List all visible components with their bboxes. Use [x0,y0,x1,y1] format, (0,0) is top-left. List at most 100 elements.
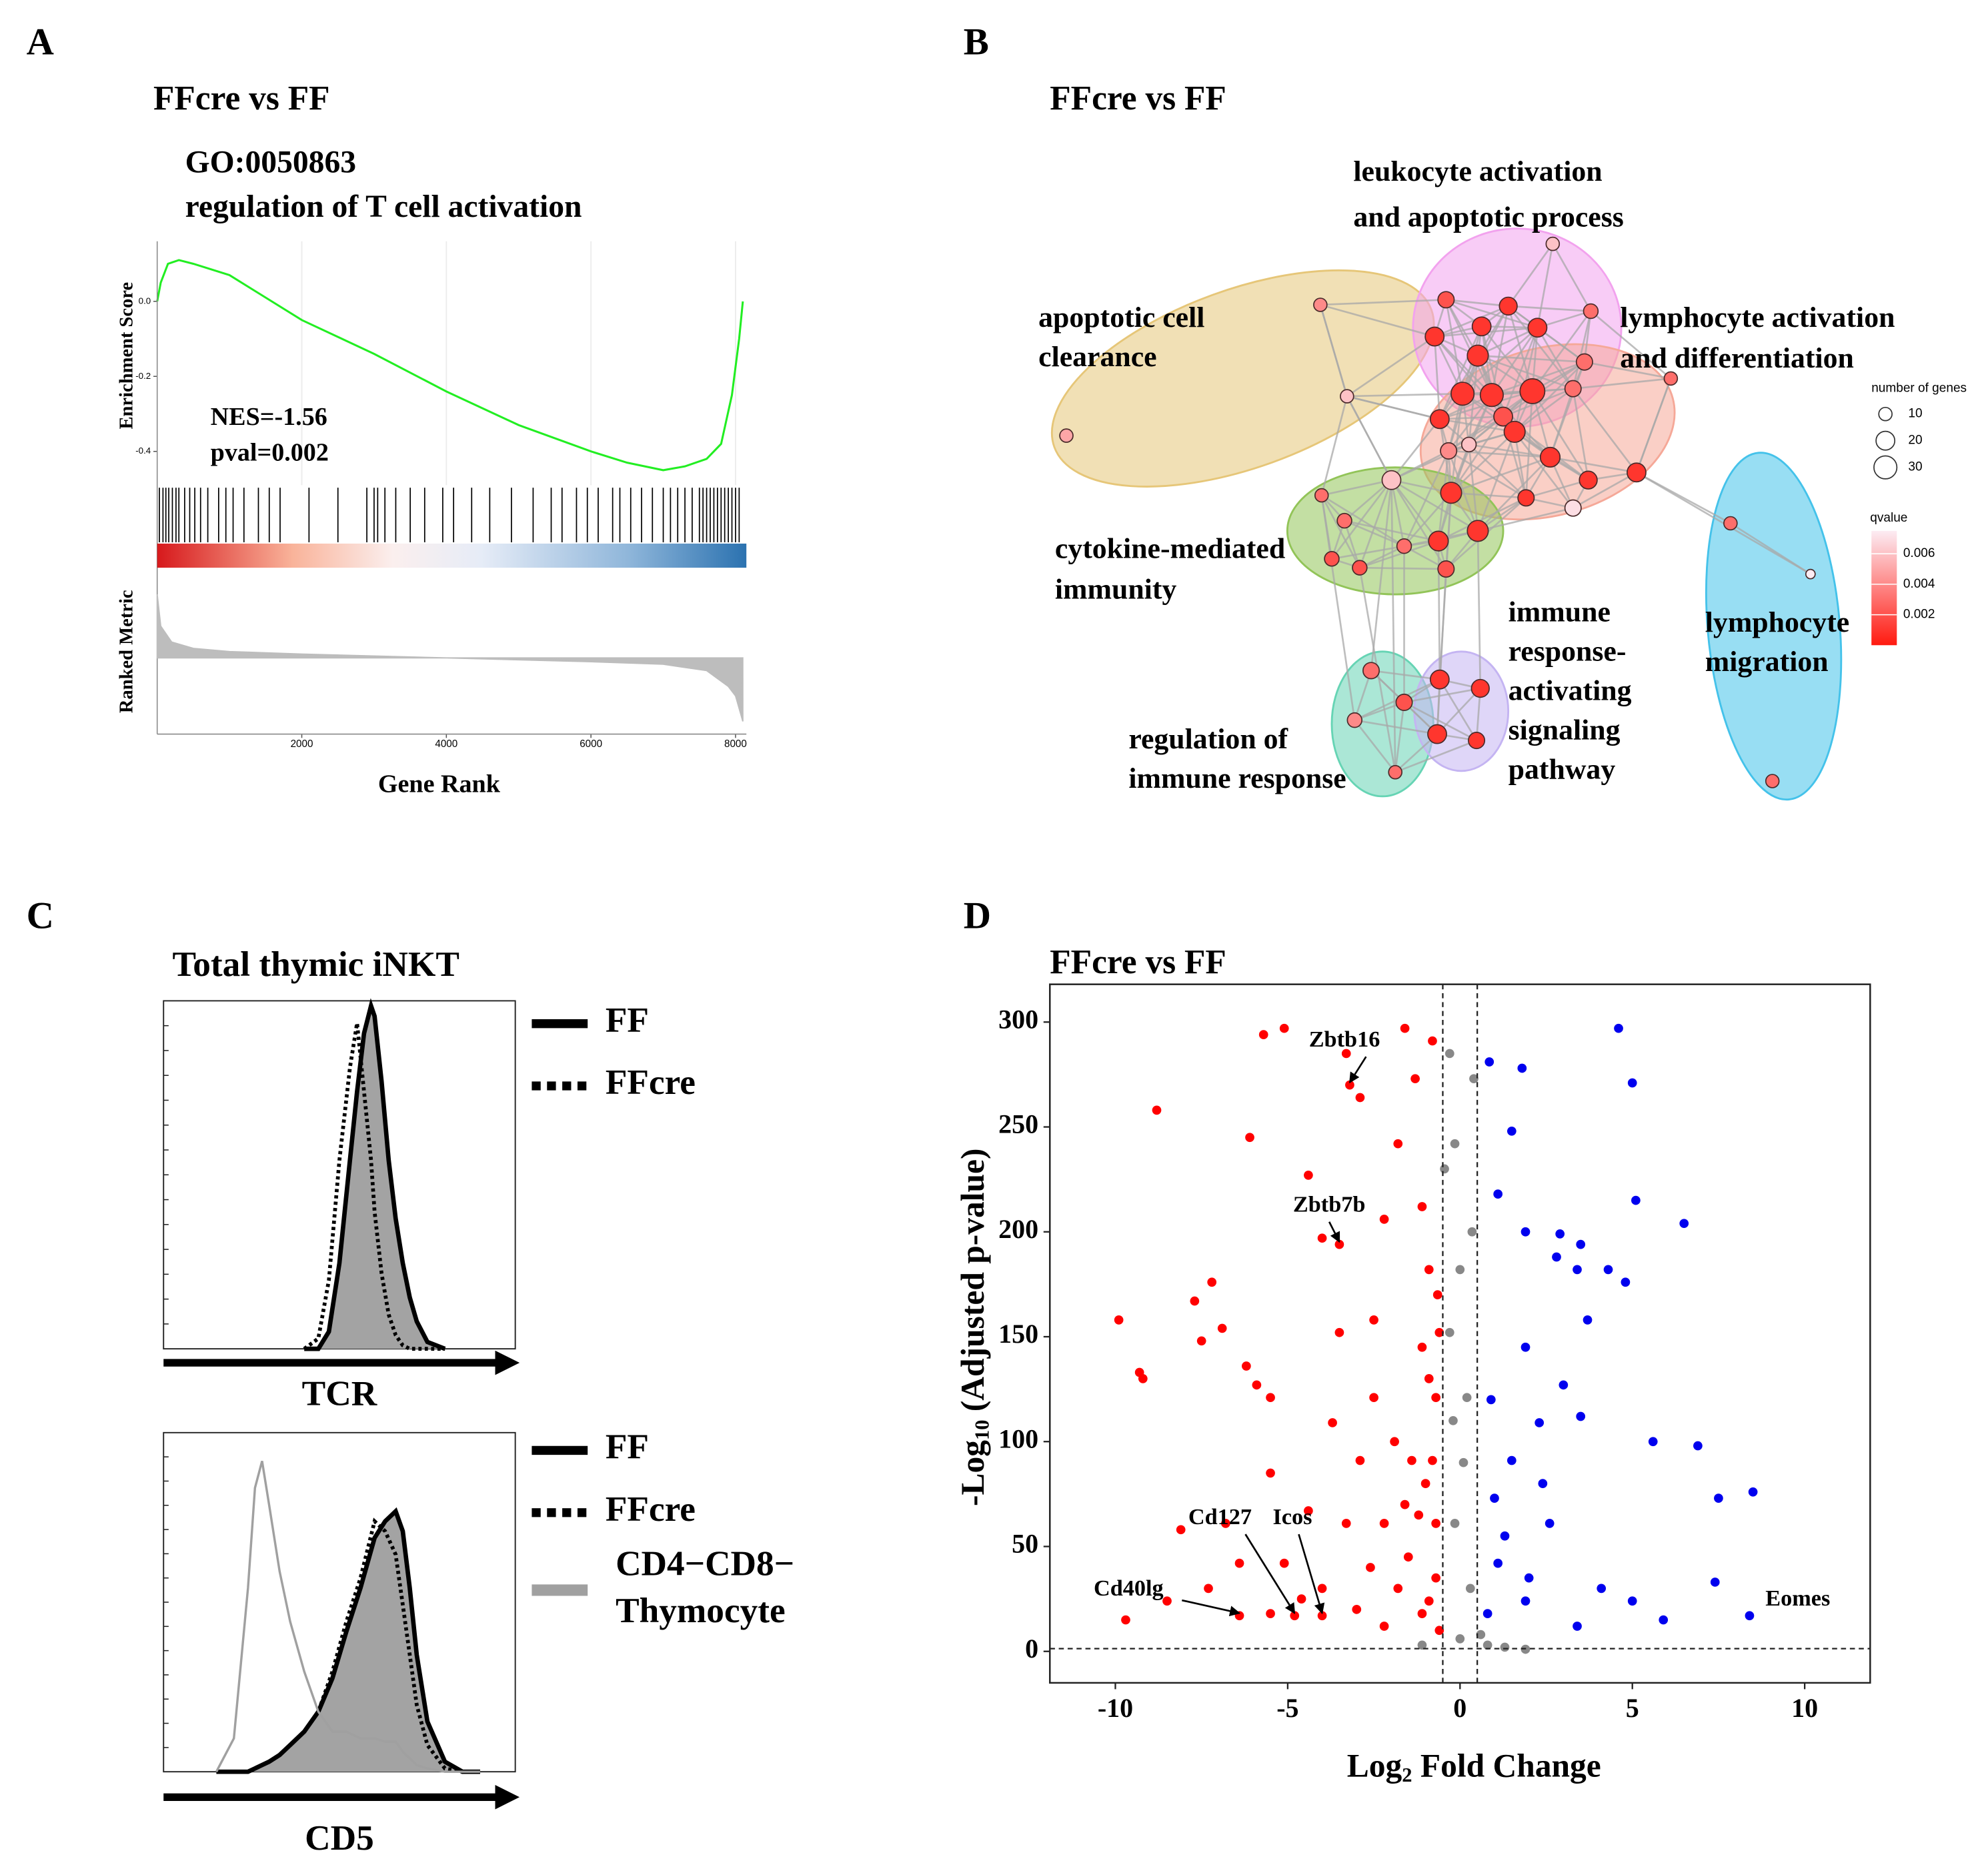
point [1455,1265,1465,1275]
point [1393,1139,1403,1149]
point [1476,1630,1486,1640]
point [1417,1202,1427,1211]
point [1465,1584,1475,1594]
x-tick-label: 4000 [435,738,457,750]
point [1521,1596,1531,1606]
density-line [215,1461,480,1773]
legend-label: 20 [1908,434,1922,448]
network-edge [1438,678,1478,741]
density-line [216,1517,480,1774]
point [1221,1519,1230,1528]
network-edge [1468,444,1551,458]
network-edge [1346,396,1392,481]
point [1469,1074,1478,1084]
rank-colorbar [157,543,747,568]
y-axis-label: Ranked Metric [116,590,137,713]
network-edge [1390,480,1447,570]
network-edge [1491,361,1585,396]
cluster-label: immune response [1128,762,1346,794]
network-edge [1448,450,1527,499]
point [1245,1133,1254,1143]
legend-label: FF [606,1427,649,1467]
annotation: pval=0.002 [211,438,329,466]
y-tick-label: 0.0 [139,295,151,305]
y-axis-label-part: -Log [954,1440,991,1506]
network-edge [1434,305,1509,338]
network-node [1575,353,1593,371]
network-node [1440,442,1458,460]
point [1500,1642,1510,1652]
point [1379,1622,1389,1631]
point [1417,1342,1427,1352]
network-edge [1390,450,1449,481]
point [1552,1252,1561,1262]
point [1444,1049,1454,1059]
network-edge [1572,311,1592,389]
point [1440,1164,1449,1174]
cluster-label: immune [1509,596,1611,628]
point [1428,1455,1437,1465]
point [1242,1361,1251,1371]
network-node [1663,371,1679,386]
cluster-ellipse [1413,650,1510,772]
point [1379,1215,1389,1224]
annotation: NES=-1.56 [211,403,327,431]
network-edge [1584,361,1671,380]
point [1424,1596,1434,1606]
network-edge [1320,396,1348,496]
network-edge [1549,388,1575,458]
point [1369,1315,1378,1325]
network-edge [1394,702,1405,772]
network-node [1362,662,1380,680]
network-edge [1450,431,1516,494]
network-edge [1635,378,1672,473]
legend-colorbar [1871,530,1897,646]
network-edge [1390,480,1396,772]
point [1576,1411,1586,1421]
network-edge [1343,520,1361,568]
point [1573,1265,1582,1275]
network-edge [1436,688,1481,735]
point [1190,1296,1200,1306]
cluster-label: signaling [1509,714,1621,746]
point [1559,1380,1569,1390]
legend-label: 0.002 [1903,608,1935,622]
network-edge [1438,326,1482,420]
panel-letter: C [27,895,54,937]
y-tick-label: 250 [998,1109,1038,1139]
point [1366,1563,1375,1572]
x-axis-label: TCR [302,1373,377,1413]
point [1597,1584,1607,1594]
point [1434,1626,1444,1636]
network-edge [1390,479,1478,532]
network-node [1336,512,1352,529]
network-edge [1531,390,1589,481]
point [1414,1510,1424,1520]
network-edge [1552,243,1592,312]
cluster-label: and differentiation [1620,342,1854,374]
network-edge [1319,304,1348,397]
network-edge [1438,492,1452,680]
annotation: Zbtb7b [1293,1192,1366,1217]
network-edge [1404,687,1481,704]
network-edge [1572,388,1589,480]
point [1448,1415,1458,1425]
network-edge [1359,540,1439,569]
network-edge [1433,336,1441,420]
y-axis-label: Enrichment Score [116,282,137,430]
network-node [1471,316,1492,337]
point [1266,1609,1275,1618]
point [1603,1265,1613,1275]
density-area [216,1511,480,1772]
annotation-arrow [1348,1056,1367,1084]
x-axis-label: Gene Rank [378,770,501,798]
legend-label: FFcre [606,1489,696,1529]
y-axis-label-part: 10 [970,1420,993,1440]
point [1467,1227,1477,1237]
point [1431,1519,1440,1528]
point [1748,1487,1758,1497]
cluster-label: immunity [1055,573,1177,605]
y-axis-label-part: (Adjusted p-value) [954,1149,991,1420]
network-node [1346,712,1362,728]
point [1444,1327,1454,1337]
